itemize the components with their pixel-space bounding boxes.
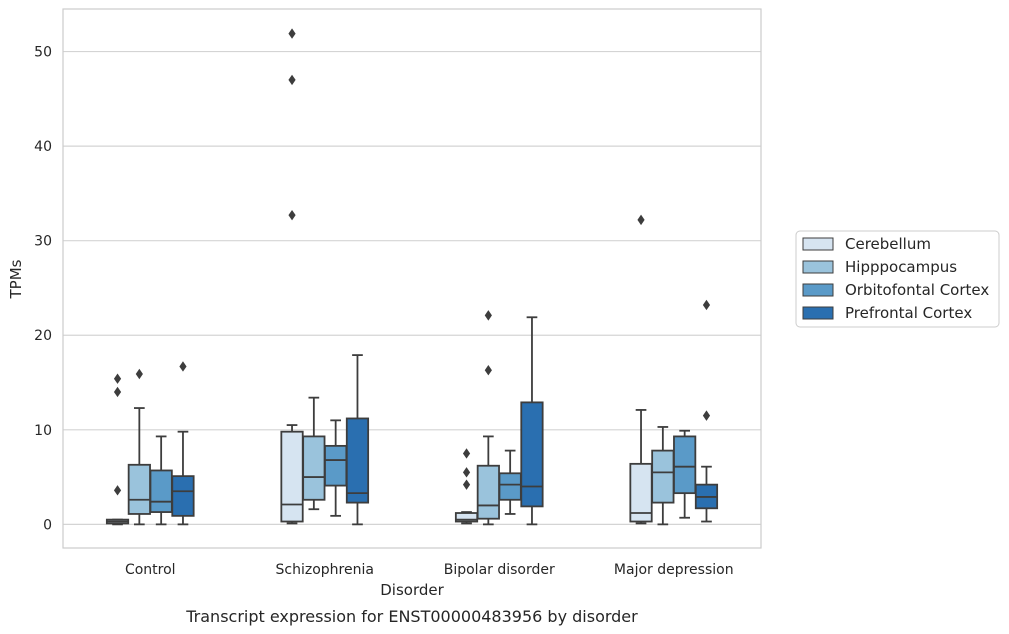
outlier-point: [484, 365, 492, 376]
iqr-box: [280, 430, 304, 523]
series-cerebellum: [105, 28, 653, 526]
outlier-point: [462, 448, 471, 459]
iqr-box: [345, 417, 370, 504]
legend-label: Orbitofontal Cortex: [845, 281, 989, 299]
outlier-point: [637, 214, 645, 226]
legend-swatch: [802, 283, 834, 297]
outlier-point: [113, 373, 122, 384]
box-group: [324, 419, 348, 517]
series-hipppocampus: [127, 310, 675, 526]
y-tick-label: 50: [34, 45, 52, 61]
y-tick-label: 20: [34, 328, 52, 344]
iqr-box: [127, 463, 151, 515]
x-tick-label: Major depression: [614, 562, 734, 578]
gridlines: [63, 50, 761, 525]
outlier-point: [135, 368, 143, 380]
chart-caption: Transcript expression for ENST0000048395…: [185, 607, 638, 626]
x-tick-labels: Control Schizophrenia Bipolar disorder Majo…: [125, 562, 734, 578]
outlier-point: [288, 28, 296, 39]
iqr-box: [651, 449, 675, 504]
box-group: [629, 214, 653, 525]
y-tick-label: 0: [43, 517, 52, 533]
box-groups: [105, 28, 719, 526]
box-group: [454, 448, 479, 525]
x-axis-label: Disorder: [380, 581, 444, 599]
y-tick-label: 30: [34, 234, 52, 250]
box-group: [476, 310, 500, 526]
outlier-point: [484, 310, 492, 321]
iqr-box: [324, 444, 348, 487]
x-tick-label: Schizophrenia: [276, 562, 374, 578]
box-group: [694, 299, 719, 523]
outlier-point: [113, 485, 122, 496]
outlier-point: [462, 467, 471, 478]
legend-swatch: [802, 237, 834, 251]
plot-frame: [62, 8, 762, 549]
box-group: [302, 396, 326, 511]
legend: Cerebellum Hipppocampus Orbitofontal Corte…: [795, 230, 1000, 328]
iqr-box: [149, 469, 173, 513]
iqr-box: [171, 475, 195, 517]
outlier-point: [702, 410, 711, 421]
outlier-point: [288, 209, 296, 221]
box-group: [345, 354, 370, 526]
legend-label: Cerebellum: [845, 235, 931, 253]
box-group: [498, 449, 522, 515]
box-group: [127, 368, 151, 526]
box-group: [280, 28, 304, 525]
outlier-point: [113, 386, 122, 398]
legend-frame: [795, 230, 1000, 328]
box-group: [149, 435, 173, 526]
iqr-box: [673, 435, 697, 495]
iqr-box: [520, 401, 544, 508]
x-tick-label: Bipolar disorder: [444, 562, 555, 578]
box-group: [171, 361, 195, 526]
box-group: [673, 429, 697, 519]
iqr-box: [302, 435, 326, 501]
box-group: [520, 316, 544, 526]
box-group: [651, 426, 675, 526]
series-prefrontal-cortex: [171, 299, 719, 526]
legend-swatch: [802, 306, 834, 320]
iqr-box: [498, 472, 522, 501]
legend-label: Hipppocampus: [845, 258, 957, 276]
y-tick-label: 40: [34, 139, 52, 155]
x-tick-label: Control: [125, 562, 176, 578]
y-tick-labels: 0 10 20 30 40 50: [34, 45, 52, 534]
legend-label: Prefrontal Cortex: [845, 304, 972, 322]
iqr-box: [476, 464, 500, 520]
outlier-point: [179, 361, 187, 372]
series-orbitofontal-cortex: [149, 419, 697, 526]
box-group: [105, 373, 130, 526]
outlier-point: [462, 479, 471, 490]
y-tick-label: 10: [34, 423, 52, 439]
outlier-point: [288, 74, 296, 86]
legend-swatch: [802, 260, 834, 274]
y-axis-label: TPMs: [7, 259, 25, 299]
outlier-point: [702, 299, 711, 311]
